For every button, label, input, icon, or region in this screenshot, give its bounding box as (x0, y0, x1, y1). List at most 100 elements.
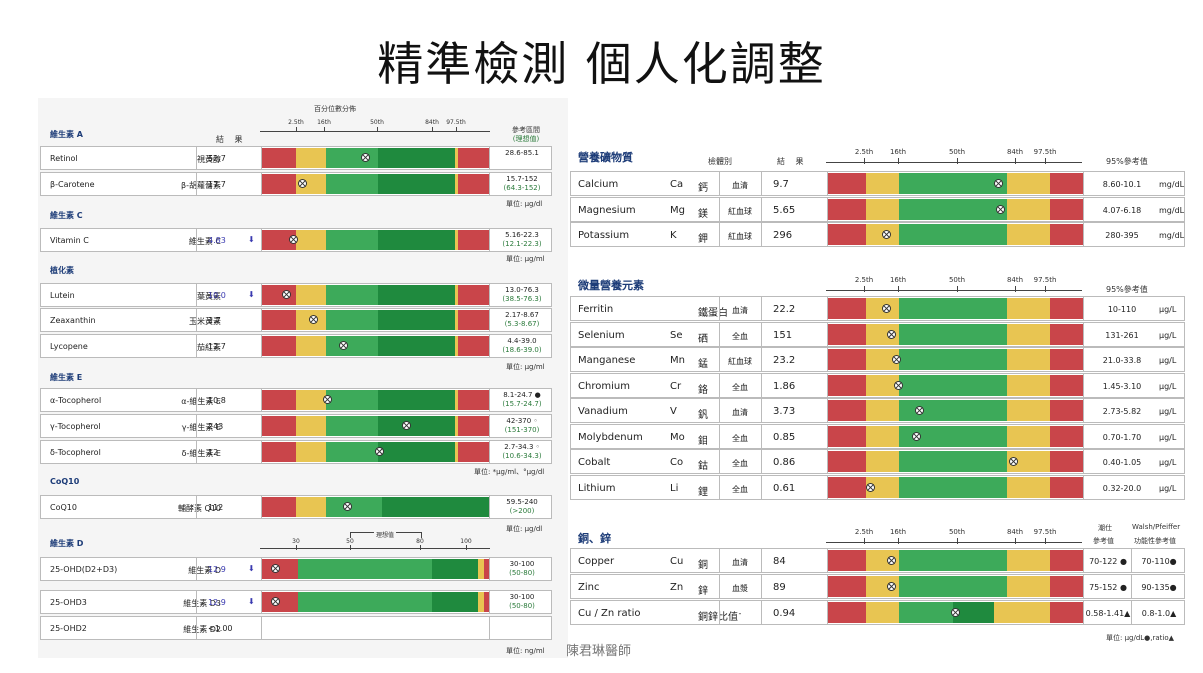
ref-range: 2.7-34.3 ◦ (504, 443, 540, 451)
divider (261, 284, 262, 306)
divider (261, 591, 262, 613)
unit-note: 單位: μg/dL●,ratio▲ (1106, 634, 1175, 642)
percentile-bar (828, 173, 1083, 194)
unit: μg/L (1159, 331, 1177, 340)
axis-tick (1015, 538, 1016, 544)
sample-type: 紅血球 (728, 207, 752, 216)
element-name: Magnesium (578, 205, 636, 216)
nutrient-cn-name: 維生素 D3 (183, 599, 221, 608)
ref-header-std: 潮仕 (1098, 524, 1112, 532)
divider (489, 173, 490, 195)
element-symbol: Ca (670, 179, 684, 190)
divider (761, 172, 762, 195)
axis-line (826, 542, 1082, 543)
divider (761, 348, 762, 371)
ref-ideal: (38.5-76.3) (502, 295, 542, 303)
low-arrow-icon: ⬇ (248, 597, 255, 606)
result-value: 23.2 (773, 355, 796, 366)
percentile-bar (828, 375, 1083, 396)
unit: μg/L (1159, 356, 1177, 365)
sample-type: - (738, 609, 742, 618)
percentile-bar (262, 618, 489, 638)
element-symbol: V (670, 406, 677, 417)
nutrient-cn-name: γ-維生素 E (181, 423, 221, 432)
result-marker-icon (375, 447, 385, 456)
element-cn-name: 鈷 (698, 461, 708, 472)
result-header: 結 果 (777, 157, 808, 166)
divider (1083, 575, 1084, 598)
unit: μg/L (1159, 382, 1177, 391)
unit-note: 單位: μg/dl (506, 525, 543, 533)
unit: mg/dL (1159, 206, 1185, 215)
table-row: Lycopene 茄紅素 12.7 4.4-39.0 (18.6-39.0) (40, 334, 552, 358)
result-value: 12.7 (208, 342, 226, 351)
result-value: 10.0 (208, 291, 226, 300)
result-marker-icon (886, 581, 896, 591)
axis-tick (957, 286, 958, 292)
divider (827, 549, 828, 572)
element-cn-name: 鋅 (698, 586, 708, 597)
result-marker-icon (881, 229, 891, 239)
result-value: 0.85 (773, 432, 796, 443)
divider (196, 389, 197, 411)
nutrient-cn-name: 輔酵素 Q10 (177, 504, 221, 513)
table-row: 25-OHD(D2+D3) 維生素 D 12.9 ⬇ 30-100 (50-80) (40, 557, 552, 581)
result-marker-icon (950, 607, 960, 617)
result-marker-icon (891, 354, 901, 364)
nutrient-cn-name: α-維生素 E (181, 397, 221, 406)
divider (1083, 549, 1084, 572)
sample-header: 檢體別 (708, 157, 732, 166)
percentile-bar (828, 400, 1083, 421)
table-row: Lithium Li 鋰 全血 0.61 0.32-20.0 μg/L (570, 475, 1185, 500)
divider (1083, 425, 1084, 448)
section-copper-zinc: 銅、鋅 (578, 532, 611, 545)
ref-range: 42-370 ◦ (506, 417, 538, 425)
result-marker-icon (402, 421, 412, 430)
nutrient-cn-name: 茄紅素 (197, 343, 221, 352)
nutrient-name: β-Carotene (50, 180, 95, 189)
nutrient-name: 25-OHD2 (50, 624, 87, 633)
result-value: 243 (208, 422, 224, 431)
divider (761, 549, 762, 572)
tick-label: 97.5th (1033, 528, 1057, 536)
axis-tick (1015, 286, 1016, 292)
divider (489, 229, 490, 251)
tick-label: 97.5th (1033, 148, 1057, 156)
divider (261, 496, 262, 518)
divider (489, 147, 490, 169)
divider (719, 223, 720, 246)
sample-type: 血清 (732, 408, 748, 417)
divider (196, 147, 197, 169)
table-row: α-Tocopherol α-維生素 E 10.8 8.1-24.7 ● (15.7-2… (40, 388, 552, 412)
percentile-bar (262, 285, 489, 305)
table-row: Magnesium Mg 鎂 紅血球 5.65 4.07-6.18 mg/dL (570, 197, 1185, 222)
sample-type: 全血 (732, 383, 748, 392)
percentile-bar (828, 349, 1083, 370)
element-symbol: Cr (670, 381, 682, 392)
reference-range: 2.17-8.67 (5.3-8.67) (493, 311, 551, 329)
percentile-bar (262, 559, 489, 579)
divider (489, 617, 490, 639)
element-name: Potassium (578, 230, 630, 241)
element-name: Chromium (578, 381, 630, 392)
result-marker-icon (338, 341, 348, 350)
nutrient-name: Zeaxanthin (50, 316, 96, 325)
percentile-axis-left: 2.5th 16th 50th 84th 97.5th (260, 119, 490, 133)
reference-range: 75-152 ● (1089, 583, 1127, 592)
divider (719, 198, 720, 221)
reference-range: 0.40-1.05 (1102, 458, 1142, 467)
result-value: 84 (773, 556, 786, 567)
section-coq10: CoQ10 (50, 477, 80, 486)
result-value: 9.7 (773, 179, 789, 190)
divider (761, 425, 762, 448)
reference-range: 59.5-240 (>200) (493, 498, 551, 516)
axis-tick (957, 158, 958, 164)
unit-note: 單位: ng/ml (506, 647, 545, 655)
ref-range: 2.17-8.67 (505, 311, 539, 319)
nutrient-cn-name: 玉米黃素 (189, 317, 221, 326)
result-value: 4.83 (208, 236, 226, 245)
page-title: 精準檢測 個人化調整 (377, 37, 826, 91)
ref-range: 59.5-240 (506, 498, 538, 506)
element-cn-name: 鉬 (698, 436, 708, 447)
result-value: 112 (208, 503, 224, 512)
